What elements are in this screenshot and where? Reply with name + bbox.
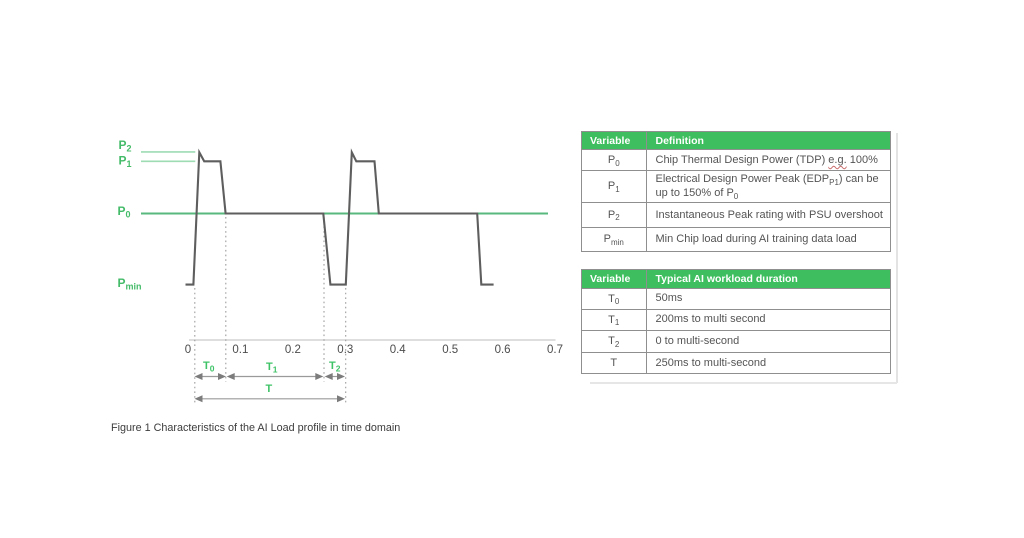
svg-text:T: T [266,383,273,395]
svg-text:0.4: 0.4 [390,344,407,356]
svg-text:T0: T0 [203,360,215,374]
svg-text:0.7: 0.7 [547,344,563,356]
svg-text:0: 0 [185,344,191,356]
svg-text:P2: P2 [119,138,132,154]
svg-text:0.3: 0.3 [337,344,353,356]
svg-text:P0: P0 [118,204,131,220]
svg-text:0.1: 0.1 [232,344,248,356]
svg-text:T2: T2 [329,360,341,374]
svg-text:0.2: 0.2 [285,344,301,356]
svg-text:P1: P1 [119,153,132,169]
svg-text:0.6: 0.6 [495,344,511,356]
svg-text:Pmin: Pmin [118,276,142,292]
svg-text:T1: T1 [266,361,278,375]
svg-text:0.5: 0.5 [442,344,458,356]
